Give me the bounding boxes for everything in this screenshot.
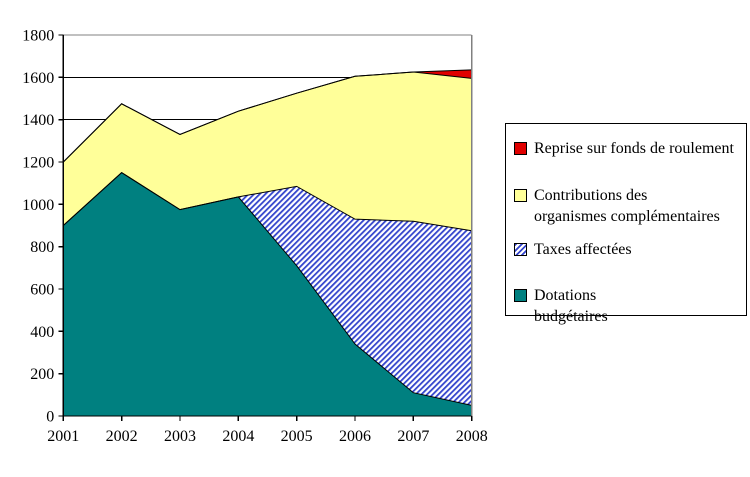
series-boundary-1	[62, 171, 472, 232]
y-axis-label: 200	[30, 366, 54, 383]
y-axis-label: 400	[30, 324, 54, 341]
legend-item-reprise: Reprise sur fonds de roulement	[514, 138, 740, 159]
y-axis-label: 600	[30, 282, 54, 299]
legend-label-taxes: Taxes affectées	[534, 241, 632, 258]
x-axis-label: 2005	[281, 428, 313, 445]
legend-label-dotations: Dotations budgétaires	[534, 287, 608, 325]
area-series-0	[63, 172, 472, 416]
y-axis-label: 1600	[22, 70, 54, 87]
y-axis-label: 1800	[22, 28, 54, 45]
y-axis-label: 1000	[22, 197, 54, 214]
legend-item-dotations: Dotations budgétaires	[514, 285, 740, 327]
legend-label-contributions: Contributions des organismes complémenta…	[534, 187, 720, 225]
chart-legend: Reprise sur fonds de roulement Contribut…	[505, 123, 747, 325]
legend-item-taxes: Taxes affectées	[514, 239, 740, 260]
x-axis-label: 2008	[456, 428, 488, 445]
x-axis-label: 2004	[222, 428, 254, 445]
x-axis-label: 2007	[397, 428, 429, 445]
legend-marker-reprise	[514, 142, 527, 155]
legend-marker-dotations	[514, 289, 527, 302]
x-axis-label: 2003	[164, 428, 196, 445]
y-axis-label: 1400	[22, 112, 54, 129]
legend-marker-contributions	[514, 189, 527, 202]
x-axis-label: 2001	[47, 428, 79, 445]
y-axis-label: 0	[46, 409, 54, 426]
legend-item-contributions: Contributions des organismes complémenta…	[514, 185, 740, 227]
x-axis-label: 2002	[106, 428, 138, 445]
y-axis-label: 1200	[22, 155, 54, 172]
x-axis-label: 2006	[339, 428, 371, 445]
series-boundary-3	[62, 69, 472, 163]
y-axis-label: 800	[30, 239, 54, 256]
legend-label-reprise: Reprise sur fonds de roulement	[534, 140, 734, 157]
legend-marker-taxes	[514, 243, 527, 256]
